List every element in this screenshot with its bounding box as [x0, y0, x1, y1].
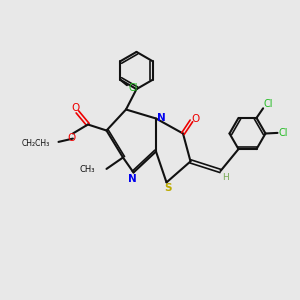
Text: N: N: [157, 112, 166, 123]
Text: O: O: [192, 114, 200, 124]
Text: CH₂CH₃: CH₂CH₃: [22, 139, 50, 148]
Text: S: S: [164, 183, 172, 194]
Text: H: H: [223, 173, 229, 182]
Text: O: O: [67, 133, 76, 143]
Text: N: N: [128, 173, 136, 184]
Text: O: O: [72, 103, 80, 113]
Text: Cl: Cl: [128, 83, 138, 93]
Text: CH₃: CH₃: [80, 165, 95, 174]
Text: Cl: Cl: [279, 128, 288, 138]
Text: Cl: Cl: [263, 98, 273, 109]
